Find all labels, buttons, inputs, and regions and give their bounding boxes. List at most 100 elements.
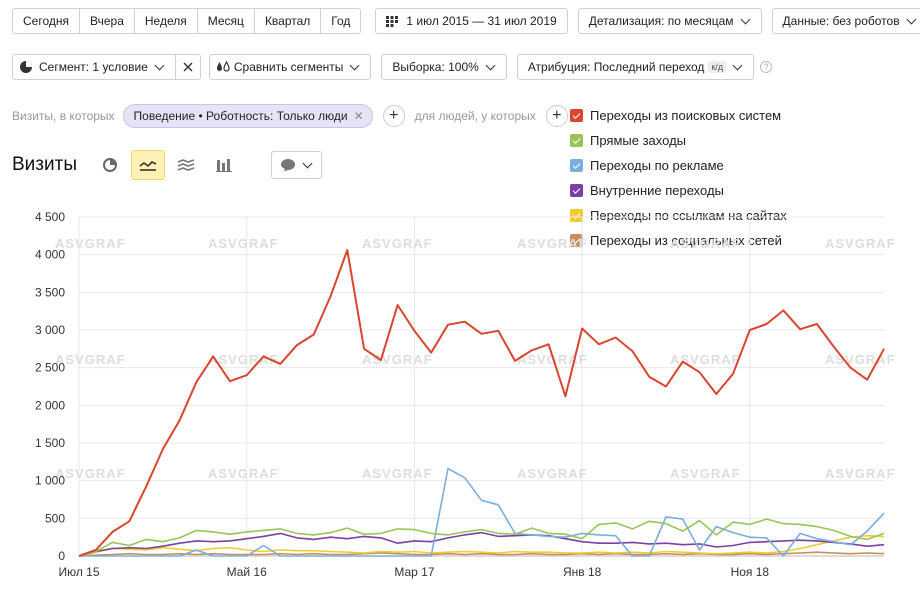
help-icon[interactable]: ? xyxy=(760,61,773,73)
legend-label: Внутренние переходы xyxy=(590,183,724,198)
period-button[interactable]: Сегодня xyxy=(12,8,80,34)
checkbox-icon[interactable] xyxy=(570,159,583,172)
period-button[interactable]: Месяц xyxy=(196,8,255,34)
series-layer xyxy=(78,249,885,557)
data-filter-dropdown[interactable]: Данные: без роботов xyxy=(771,8,920,34)
add-filter-button[interactable]: + xyxy=(382,105,405,127)
x-axis: Июл 15 Май 16 Мар 17 Янв 18 Ноя 18 xyxy=(58,565,769,579)
checkbox-icon[interactable] xyxy=(570,134,583,147)
y-tick-label: 3 500 xyxy=(35,285,65,299)
watermark: ASVGRAF xyxy=(670,466,741,481)
column-view-button[interactable] xyxy=(207,150,241,180)
y-tick-label: 0 xyxy=(58,549,65,563)
watermark: ASVGRAF xyxy=(517,236,588,251)
checkbox-icon[interactable] xyxy=(570,109,583,122)
area-view-button[interactable] xyxy=(169,150,203,180)
y-tick-label: 2 000 xyxy=(35,398,65,412)
toolbar-row-1: Сегодня Вчера Неделя Месяц Квартал Год 1 июл … xyxy=(12,8,920,34)
chevron-down-icon xyxy=(740,14,750,24)
y-tick-label: 500 xyxy=(45,511,65,525)
filter-prefix: Визиты, в которых xyxy=(12,109,115,123)
watermark: ASVGRAF xyxy=(517,466,588,481)
legend-label: Переходы из социальных сетей xyxy=(590,233,782,248)
chart-header: Визиты xyxy=(12,150,322,180)
watermark: ASVGRAF xyxy=(825,352,896,367)
drops-icon xyxy=(216,61,230,72)
checkbox-icon[interactable] xyxy=(570,234,583,247)
chevron-down-icon xyxy=(302,158,313,168)
series-line xyxy=(78,249,885,557)
pie-chart-icon xyxy=(102,158,117,172)
watermark: ASVGRAF xyxy=(517,352,588,367)
watermark: ASVGRAF xyxy=(362,352,433,367)
x-tick-label: Ноя 18 xyxy=(731,565,770,579)
visits-line-chart: ASVGRAF ASVGRAF ASVGRAF ASVGRAF ASVGRAF ASVGR… xyxy=(35,210,896,579)
chart-legend: Переходы из поисковых систем Прямые заход… xyxy=(570,103,787,253)
calendar-icon xyxy=(386,15,399,27)
watermark: ASVGRAF xyxy=(825,466,896,481)
people-filter-label: для людей, у которых xyxy=(414,109,536,123)
watermark: ASVGRAF xyxy=(362,236,433,251)
series-line xyxy=(78,551,885,557)
pie-view-button[interactable] xyxy=(93,150,127,180)
series-line xyxy=(79,467,885,557)
y-axis: 0 500 1 000 1 500 2 000 2 500 3 000 3 500 4 000 4… xyxy=(35,210,65,563)
sample-dropdown[interactable]: Выборка: 100% xyxy=(381,54,507,80)
detail-dropdown[interactable]: Детализация: по месяцам xyxy=(577,8,762,34)
compare-label: Сравнить сегменты xyxy=(233,60,344,74)
legend-item[interactable]: Переходы по рекламе xyxy=(570,153,787,178)
date-range-label: 1 июл 2015 — 31 июл 2019 xyxy=(406,14,557,28)
legend-item[interactable]: Переходы по ссылкам на сайтах xyxy=(570,203,787,228)
watermark: ASVGRAF xyxy=(825,236,896,251)
y-tick-label: 1 500 xyxy=(35,436,65,450)
watermark: ASVGRAF xyxy=(208,236,279,251)
legend-item[interactable]: Переходы из социальных сетей xyxy=(570,228,787,253)
series-line xyxy=(78,531,885,557)
segment-dropdown[interactable]: Сегмент: 1 условие xyxy=(12,54,176,80)
series-line xyxy=(78,534,885,557)
x-tick-label: Июл 15 xyxy=(58,565,99,579)
add-people-filter-button[interactable]: + xyxy=(545,105,568,127)
legend-item[interactable]: Прямые заходы xyxy=(570,128,787,153)
compare-segments-button[interactable]: Сравнить сегменты xyxy=(208,54,372,80)
y-tick-label: 1 000 xyxy=(35,474,65,488)
checkbox-icon[interactable] xyxy=(570,184,583,197)
attribution-dropdown[interactable]: Атрибуция: Последний переход к/д xyxy=(516,54,755,80)
legend-label: Переходы из поисковых систем xyxy=(590,108,782,123)
filter-chip[interactable]: Поведение • Роботность: Только люди ✕ xyxy=(122,104,373,128)
legend-item[interactable]: Переходы из поисковых систем xyxy=(570,103,787,128)
annotations-dropdown[interactable] xyxy=(270,151,322,179)
line-view-button[interactable] xyxy=(130,150,165,180)
y-tick-label: 2 500 xyxy=(35,361,65,375)
pie-icon xyxy=(20,61,32,73)
line-chart-icon xyxy=(139,161,157,171)
x-tick-label: Май 16 xyxy=(227,565,268,579)
segment-label: Сегмент: 1 условие xyxy=(39,60,148,74)
date-range-button[interactable]: 1 июл 2015 — 31 июл 2019 xyxy=(375,8,568,34)
legend-label: Переходы по ссылкам на сайтах xyxy=(590,208,787,223)
x-tick-label: Янв 18 xyxy=(563,565,602,579)
filter-chip-label: Поведение • Роботность: Только люди xyxy=(133,109,348,123)
legend-item[interactable]: Внутренние переходы xyxy=(570,178,787,203)
period-button[interactable]: Год xyxy=(320,8,362,34)
watermark: ASVGRAF xyxy=(55,466,126,481)
close-icon xyxy=(183,62,193,72)
attribution-label: Атрибуция: Последний переход xyxy=(527,60,705,74)
watermark: ASVGRAF xyxy=(362,466,433,481)
period-button[interactable]: Неделя xyxy=(133,8,198,34)
detail-label: Детализация: по месяцам xyxy=(588,14,734,28)
watermark: ASVGRAF xyxy=(670,236,741,251)
chevron-down-icon xyxy=(154,60,165,70)
filter-row: Визиты, в которых Поведение • Роботность… xyxy=(12,104,568,128)
close-icon[interactable]: ✕ xyxy=(353,109,364,123)
period-button[interactable]: Вчера xyxy=(79,8,135,34)
x-tick-label: Мар 17 xyxy=(394,565,434,579)
checkbox-icon[interactable] xyxy=(570,209,583,222)
page-title: Визиты xyxy=(12,154,77,175)
series-line xyxy=(78,518,885,557)
legend-label: Переходы по рекламе xyxy=(590,158,724,173)
data-filter-label: Данные: без роботов xyxy=(782,14,900,28)
segment-clear-button[interactable] xyxy=(174,54,201,80)
period-button[interactable]: Квартал xyxy=(253,8,322,34)
legend-label: Прямые заходы xyxy=(590,133,687,148)
